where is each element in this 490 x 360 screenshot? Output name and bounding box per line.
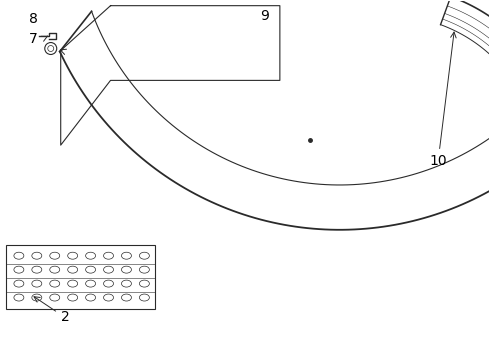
Text: 9: 9 (261, 9, 270, 23)
Text: 4: 4 (0, 359, 1, 360)
Text: 8: 8 (29, 12, 38, 26)
Text: 3: 3 (0, 359, 1, 360)
Text: 1: 1 (0, 359, 1, 360)
Text: 7: 7 (29, 32, 38, 45)
Text: 10: 10 (429, 32, 456, 168)
Text: 6: 6 (0, 359, 1, 360)
Text: 2: 2 (34, 297, 70, 324)
Text: 5: 5 (0, 359, 1, 360)
